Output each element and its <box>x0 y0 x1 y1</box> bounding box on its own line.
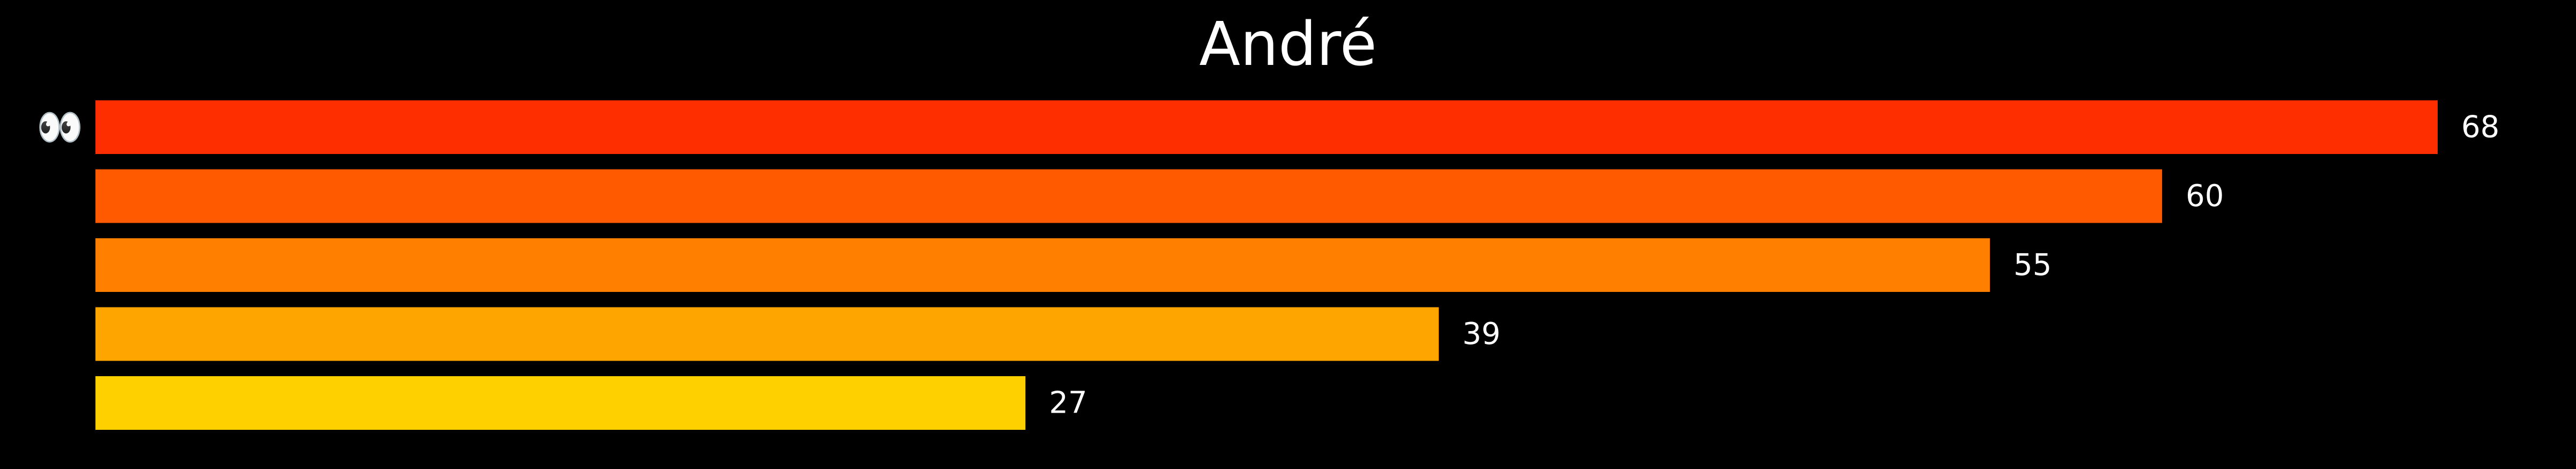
flushed-face-emoji-icon: 😳 <box>41 243 80 287</box>
value-label-3: 39 <box>1462 317 1500 351</box>
bar-3 <box>95 307 1439 361</box>
eyes-emoji-icon: 👀 <box>36 105 83 149</box>
bar-4 <box>95 376 1026 430</box>
value-label-0: 68 <box>2461 110 2499 145</box>
bar-1 <box>95 169 2163 223</box>
value-label-1: 60 <box>2186 179 2224 214</box>
cat-wry-smile-emoji-icon: 😼 <box>41 381 80 425</box>
pouting-face-emoji-icon: 😡 <box>41 174 80 218</box>
category-labels-group: 👀 😡 😳 😔 😼 <box>36 105 83 425</box>
value-label-4: 27 <box>1049 386 1087 421</box>
bars-group <box>95 100 2438 430</box>
value-label-2: 55 <box>2014 248 2052 283</box>
bar-2 <box>95 238 1990 292</box>
bar-0 <box>95 100 2438 154</box>
chart-title: André <box>1199 10 1377 79</box>
pensive-face-emoji-icon: 😔 <box>41 312 80 356</box>
value-labels-group: 68 60 55 39 27 <box>1049 110 2499 421</box>
